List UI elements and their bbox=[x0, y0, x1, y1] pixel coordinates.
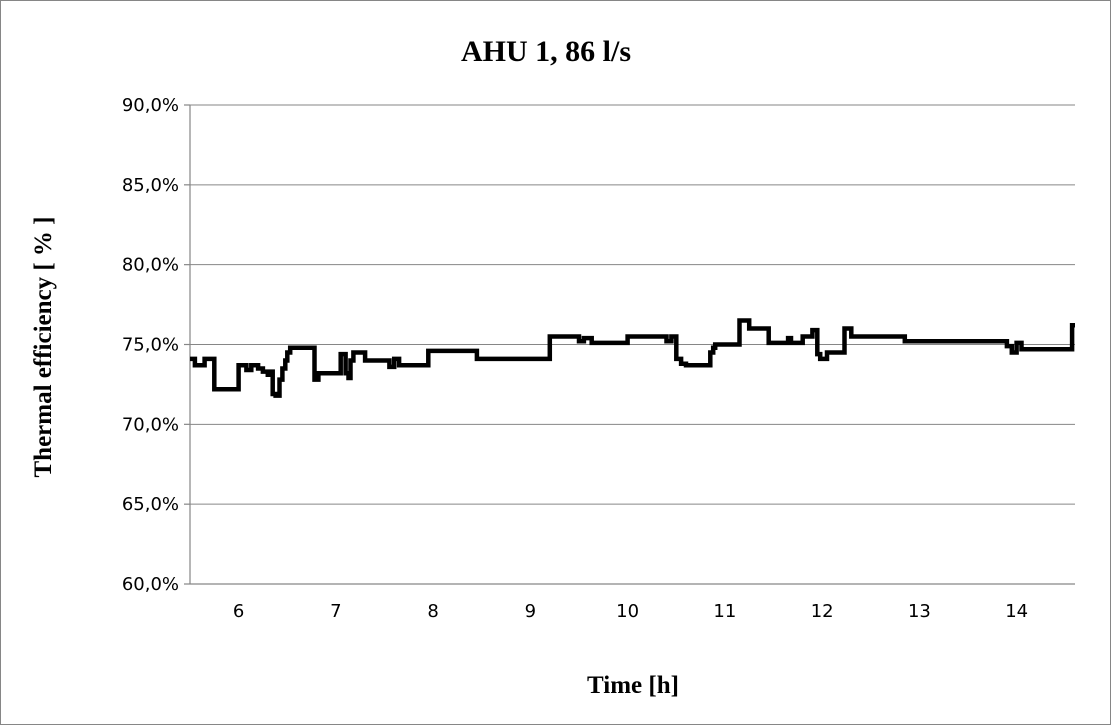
x-tick-label: 12 bbox=[811, 601, 834, 622]
x-tick-label: 8 bbox=[427, 601, 438, 622]
axes bbox=[189, 105, 1075, 585]
chart-title: AHU 1, 86 l/s bbox=[461, 35, 631, 68]
x-tick-label: 13 bbox=[908, 601, 931, 622]
y-tick-label: 80,0% bbox=[122, 255, 179, 276]
y-axis-title: Thermal efficiency [ % ] bbox=[30, 216, 57, 477]
y-tick-label: 85,0% bbox=[122, 175, 179, 196]
y-tick-labels: 60,0% 65,0% 70,0% 75,0% 80,0% 85,0% 90,0% bbox=[122, 95, 179, 595]
y-tick-label: 60,0% bbox=[122, 574, 179, 595]
x-tick-label: 9 bbox=[525, 601, 536, 622]
x-tick-label: 6 bbox=[233, 601, 244, 622]
y-tick-label: 75,0% bbox=[122, 335, 179, 356]
series-layer bbox=[190, 318, 1075, 398]
gridlines bbox=[184, 104, 1075, 585]
x-tick-label: 14 bbox=[1005, 601, 1028, 622]
x-tick-label: 10 bbox=[616, 601, 639, 622]
series-line-thermal-efficiency bbox=[190, 318, 1075, 398]
y-tick-label: 90,0% bbox=[122, 95, 179, 116]
x-axis-title: Time [h] bbox=[587, 672, 679, 699]
x-tick-labels: 6 7 8 9 10 11 12 13 14 bbox=[233, 601, 1028, 622]
y-tick-label: 70,0% bbox=[122, 414, 179, 435]
y-tick-label: 65,0% bbox=[122, 494, 179, 515]
x-tick-label: 7 bbox=[330, 601, 341, 622]
x-tick-label: 11 bbox=[713, 601, 736, 622]
